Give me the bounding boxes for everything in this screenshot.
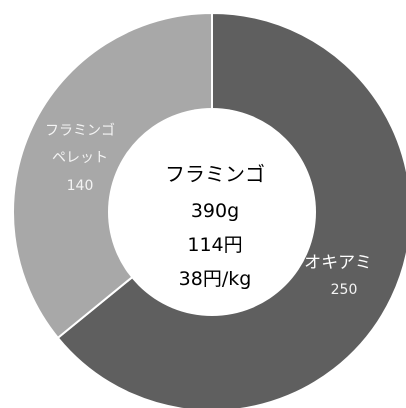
slice-label-0-name: オキアミ <box>304 253 372 273</box>
slice-label-1: フラミンゴ ペレット 140 <box>45 122 115 194</box>
center-unit-price: 38円/kg <box>179 268 252 290</box>
slice-label-0-value: 250 <box>331 282 358 298</box>
slice-label-1-value: 140 <box>67 178 94 194</box>
center-weight: 390g <box>191 200 239 222</box>
slice-1 <box>12 11 213 340</box>
center-price: 114円 <box>187 234 242 256</box>
center-title: フラミンゴ <box>165 162 265 186</box>
slice-label-0: オキアミ 250 <box>304 253 372 298</box>
slice-label-1-name-line1: フラミンゴ <box>45 122 115 139</box>
center-summary: フラミンゴ 390g 114円 38円/kg <box>165 162 265 290</box>
slice-label-1-name-line2: ペレット <box>52 150 108 166</box>
donut-hole <box>108 108 316 316</box>
